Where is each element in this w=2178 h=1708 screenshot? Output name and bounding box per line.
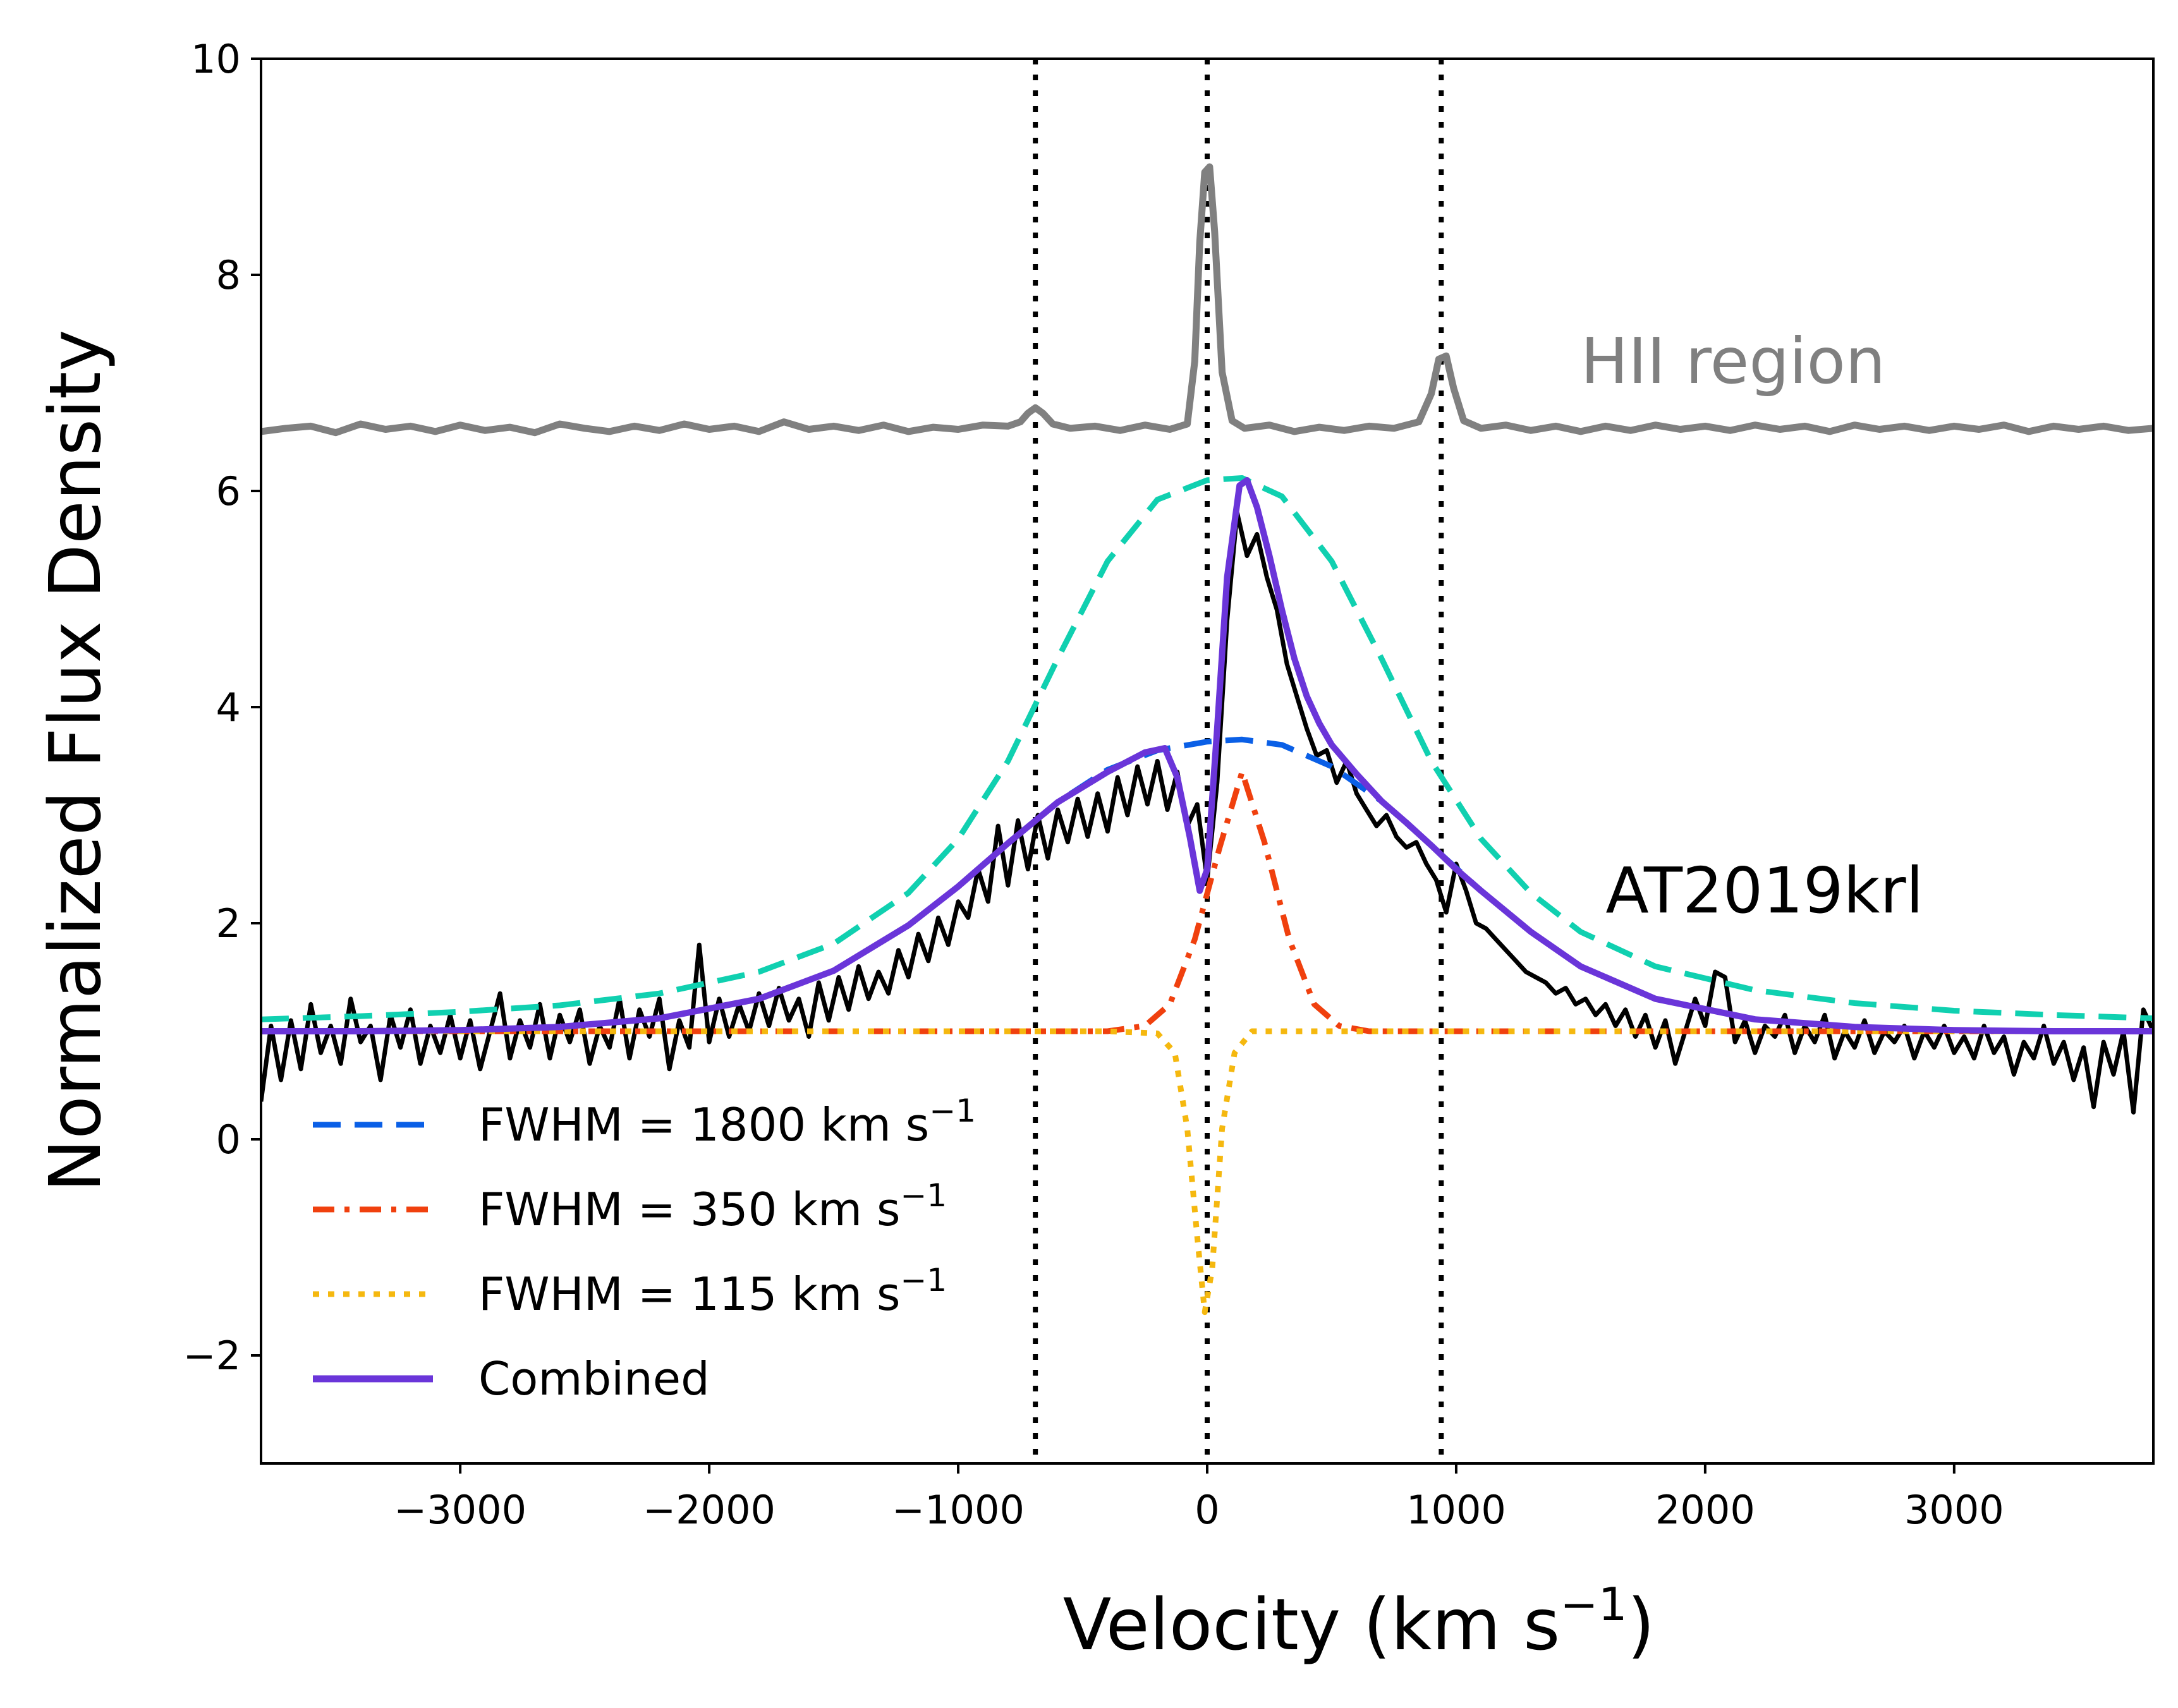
- series-group: [261, 163, 2153, 1316]
- annotation-hii: HII region: [1581, 324, 1885, 398]
- x-tick-label-4: 1000: [1406, 1487, 1506, 1533]
- reference-lines: [1033, 59, 1444, 1463]
- x-tick-label-6: 3000: [1904, 1487, 2004, 1533]
- x-tick-label-0: −3000: [394, 1487, 526, 1533]
- x-tick-label-3: 0: [1195, 1487, 1219, 1533]
- series-line-2: [261, 475, 2153, 1022]
- y-tick-label-1: 0: [216, 1117, 241, 1163]
- y-tick-label-6: 10: [191, 36, 241, 82]
- series-line-6: [261, 476, 2153, 1034]
- x-axis-title-end: ): [1627, 1584, 1655, 1666]
- axis-ticks: −3000 −2000 −1000 0 1000 2000 3000 −2 0 2 4 6 8 10: [183, 36, 2004, 1533]
- series-line-0: [261, 163, 2153, 437]
- legend: FWHM = 1800 km s−1 FWHM = 350 km s−1 FWHM …: [313, 1093, 976, 1405]
- legend-label-inter: FWHM = 350 km s−1: [478, 1177, 947, 1236]
- legend-label-combined: Combined: [478, 1352, 710, 1405]
- y-tick-label-0: −2: [183, 1333, 241, 1379]
- legend-label-narrow: FWHM = 115 km s−1: [478, 1262, 947, 1321]
- annotations: HII region AT2019krl: [1581, 324, 1923, 928]
- x-axis-title: Velocity (km s−1): [1063, 1578, 1655, 1666]
- series-line-1: [261, 510, 2153, 1115]
- y-tick-label-4: 6: [216, 468, 241, 514]
- x-tick-label-2: −1000: [892, 1487, 1025, 1533]
- y-tick-label-2: 2: [216, 900, 241, 947]
- legend-label-broad: FWHM = 1800 km s−1: [478, 1093, 976, 1151]
- annotation-target: AT2019krl: [1605, 854, 1923, 928]
- x-tick-label-1: −2000: [643, 1487, 776, 1533]
- x-axis-title-superscript: −1: [1560, 1578, 1627, 1631]
- series-line-5: [261, 1028, 2153, 1316]
- y-axis-title: Normalized Flux Density: [35, 330, 117, 1192]
- y-tick-label-5: 8: [216, 252, 241, 298]
- x-tick-label-5: 2000: [1655, 1487, 1755, 1533]
- y-tick-label-3: 4: [216, 684, 241, 730]
